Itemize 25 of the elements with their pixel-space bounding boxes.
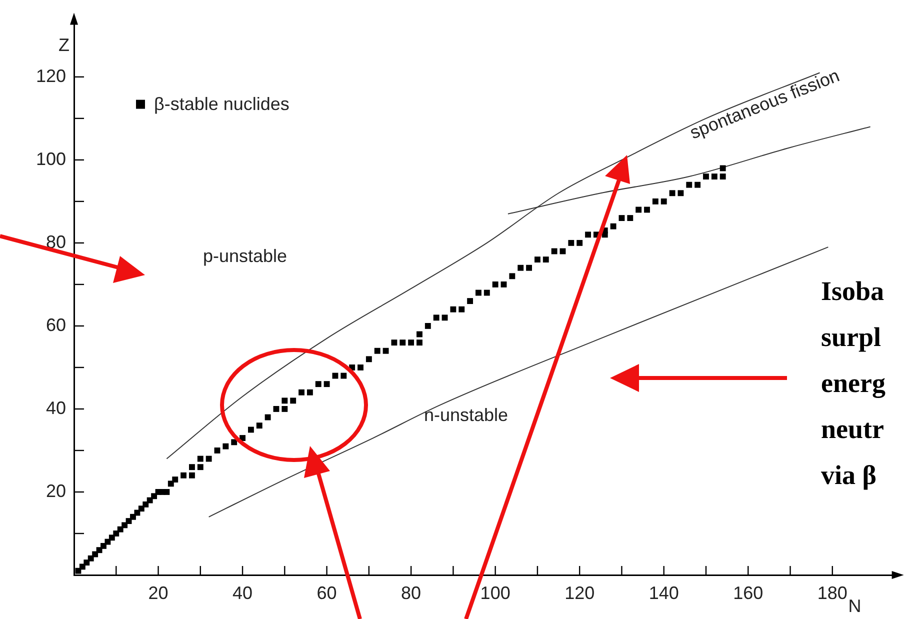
annotation: energ [821, 367, 886, 400]
x-tick-label: 20 [148, 582, 168, 603]
x-axis-title: N [848, 596, 862, 616]
x-tick-label: 140 [648, 582, 679, 603]
annotation: n-unstable [424, 404, 508, 425]
x-tick-label: 60 [316, 582, 337, 603]
y-tick-label: 80 [46, 232, 66, 252]
y-tick-label: 120 [36, 66, 66, 86]
legend-label: β-stable nuclides [154, 94, 290, 114]
annotation: neutr [821, 413, 885, 446]
x-tick-label: 160 [733, 582, 764, 603]
annotation: surpl [821, 321, 882, 354]
annotation: p-unstable [202, 246, 288, 266]
x-tick-label: 120 [564, 582, 595, 603]
y-tick-label: 100 [36, 148, 66, 169]
y-tick-label: 20 [46, 480, 66, 501]
annotation: via β [821, 459, 878, 492]
annotation: Isoba [821, 275, 886, 308]
y-tick-label: 60 [46, 314, 66, 335]
x-tick-label: 180 [817, 582, 848, 603]
x-tick-label: 100 [480, 582, 510, 603]
y-tick-label: 40 [46, 398, 66, 418]
y-axis-title: Z [58, 34, 70, 55]
x-tick-label: 80 [401, 582, 422, 603]
x-tick-label: 40 [232, 582, 253, 603]
